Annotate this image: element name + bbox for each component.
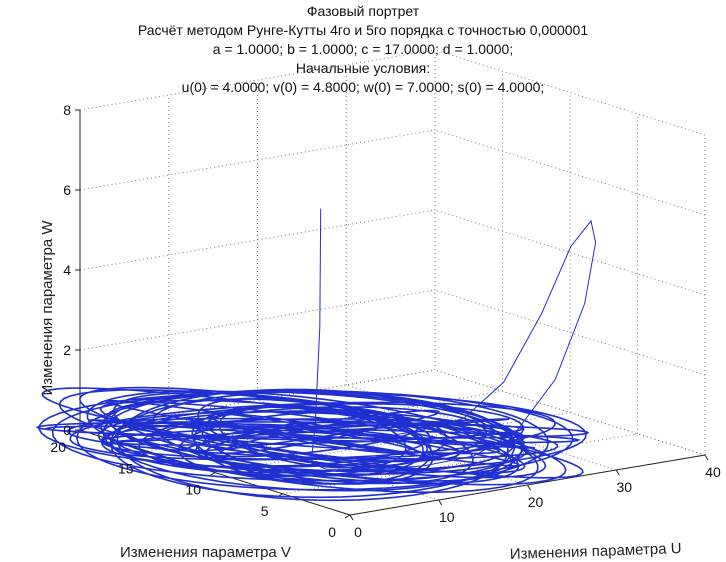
data-layer: [35, 208, 597, 502]
u-tick-label: 40: [705, 464, 721, 480]
v-tick-label: 5: [261, 503, 269, 519]
u-tick-label: 0: [354, 524, 362, 540]
grid-line: [79, 289, 436, 351]
u-tick-mark: [527, 484, 531, 491]
w-tick-label: 4: [63, 262, 71, 278]
grid-line: [79, 129, 436, 191]
chart-subtitle-method: Расчёт методом Рунге-Кутты 4го и 5го пор…: [137, 22, 589, 38]
u-tick-label: 20: [528, 494, 544, 510]
v-tick-label: 15: [118, 460, 134, 476]
v-tick-mark: [209, 472, 216, 476]
u-tick-label: 30: [616, 479, 632, 495]
u-tick-mark: [615, 469, 620, 476]
ylabel: Изменения параметра V: [120, 544, 291, 561]
w-tick-label: 0: [63, 422, 71, 438]
chart-subtitle-params: a = 1.0000; b = 1.0000; c = 17.0000; d =…: [212, 41, 514, 57]
w-tick-label: 8: [63, 102, 71, 118]
v-tick-label: 10: [185, 482, 201, 498]
u-tick-mark: [438, 499, 443, 506]
grid-line: [214, 412, 571, 473]
w-tick-label: 2: [63, 342, 71, 358]
chart-title: Фазовый портрет: [306, 3, 420, 19]
grid-line: [79, 49, 436, 111]
title-block: Фазовый портрет Расчёт методом Рунге-Кут…: [0, 2, 726, 97]
u-tick-mark: [704, 454, 709, 461]
xlabel: Изменения параметра U: [510, 540, 682, 562]
v-tick-label: 0: [328, 524, 336, 540]
v-tick-mark: [344, 514, 351, 519]
chart-subtitle-initial-values: u(0) = 4.0000; v(0) = 4.8000; w(0) = 7.0…: [181, 79, 545, 95]
w-tick-label: 6: [63, 182, 71, 198]
trajectory-attractor: [35, 386, 590, 502]
grid-line: [79, 209, 436, 271]
u-tick-label: 10: [439, 509, 455, 525]
chart-subtitle-initial-heading: Начальные условия:: [295, 60, 431, 76]
zlabel: Изменения параметра W: [39, 220, 56, 396]
v-tick-label: 20: [50, 439, 66, 455]
u-tick-mark: [349, 514, 354, 521]
